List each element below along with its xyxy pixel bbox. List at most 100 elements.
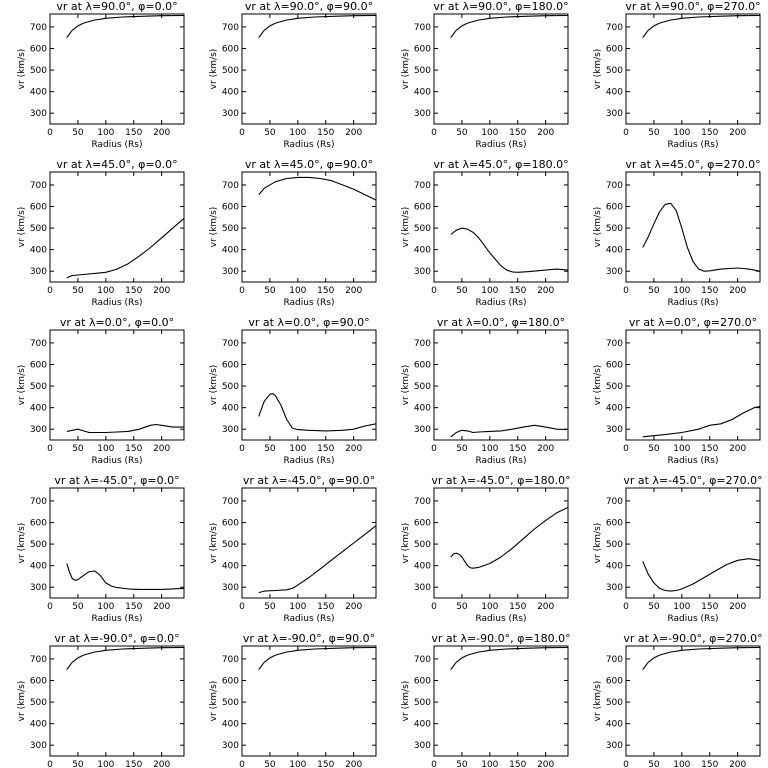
- y-tick-label: 400: [222, 562, 239, 572]
- plot-frame: [625, 171, 761, 283]
- panel-title: vr at λ=90.0°, φ=0.0°: [56, 0, 177, 13]
- y-tick-label: 700: [30, 181, 47, 191]
- x-axis-label: Radius (Rs): [475, 140, 526, 150]
- y-tick-label: 500: [414, 382, 431, 392]
- y-tick-label: 500: [222, 66, 239, 76]
- panel: vr at λ=90.0°, φ=0.0° 0 50 100 150 200 300 400 5…: [17, 0, 185, 150]
- x-tick-label: 200: [345, 444, 362, 454]
- x-tick-label: 100: [481, 602, 498, 612]
- y-tick-label: 600: [222, 203, 239, 213]
- x-tick-label: 200: [345, 760, 362, 768]
- x-tick-label: 200: [729, 286, 746, 296]
- x-axis-label: Radius (Rs): [91, 298, 142, 308]
- x-tick-label: 100: [673, 602, 690, 612]
- x-tick-label: 200: [153, 128, 170, 138]
- x-tick-label: 100: [289, 286, 306, 296]
- y-axis-label: vr (km/s): [401, 365, 411, 406]
- series-line: [642, 14, 761, 39]
- y-tick-label: 600: [222, 519, 239, 529]
- x-tick-label: 0: [47, 444, 53, 454]
- x-axis-label: Radius (Rs): [475, 298, 526, 308]
- y-tick-label: 300: [30, 741, 47, 751]
- plot-frame: [433, 487, 569, 599]
- y-tick-label: 500: [222, 224, 239, 234]
- y-tick-label: 700: [606, 497, 623, 507]
- x-tick-label: 150: [509, 602, 526, 612]
- y-tick-label: 600: [30, 45, 47, 55]
- x-tick-label: 50: [456, 760, 468, 768]
- panel-title: vr at λ=-90.0°, φ=90.0°: [243, 632, 375, 645]
- y-tick-label: 300: [222, 741, 239, 751]
- y-tick-label: 600: [414, 203, 431, 213]
- plot-frame: [241, 645, 377, 757]
- x-tick-label: 150: [509, 286, 526, 296]
- series-line: [66, 14, 185, 39]
- x-tick-label: 200: [153, 602, 170, 612]
- y-tick-label: 600: [30, 203, 47, 213]
- y-tick-label: 700: [222, 181, 239, 191]
- plot-frame: [49, 487, 185, 599]
- y-tick-label: 400: [606, 562, 623, 572]
- y-tick-label: 700: [414, 23, 431, 33]
- x-tick-label: 0: [47, 286, 53, 296]
- y-tick-label: 600: [30, 677, 47, 687]
- x-tick-label: 200: [729, 444, 746, 454]
- series-line: [450, 424, 569, 438]
- x-tick-label: 0: [623, 760, 629, 768]
- y-tick-label: 600: [606, 361, 623, 371]
- y-tick-label: 600: [606, 519, 623, 529]
- x-tick-label: 0: [431, 444, 437, 454]
- x-tick-label: 100: [97, 286, 114, 296]
- plot-frame: [49, 13, 185, 125]
- y-tick-label: 600: [222, 361, 239, 371]
- x-tick-label: 50: [456, 128, 468, 138]
- x-tick-label: 150: [701, 760, 718, 768]
- x-tick-label: 50: [648, 444, 660, 454]
- x-tick-label: 100: [481, 128, 498, 138]
- panel-title: vr at λ=-45.0°, φ=90.0°: [243, 474, 375, 487]
- series-line: [642, 406, 761, 438]
- y-tick-label: 500: [606, 698, 623, 708]
- series-line: [66, 563, 185, 590]
- series-line: [258, 176, 377, 201]
- panel: vr at λ=-45.0°, φ=270.0° 0 50 100 150 200 300 4…: [593, 474, 763, 624]
- x-tick-label: 100: [97, 760, 114, 768]
- x-tick-label: 150: [701, 602, 718, 612]
- y-tick-label: 600: [606, 203, 623, 213]
- x-axis-label: Radius (Rs): [475, 614, 526, 624]
- series-line: [66, 646, 185, 671]
- panel-title: vr at λ=45.0°, φ=180.0°: [433, 158, 568, 171]
- x-tick-label: 0: [623, 602, 629, 612]
- x-tick-label: 0: [623, 286, 629, 296]
- y-tick-label: 500: [30, 382, 47, 392]
- panel: vr at λ=-45.0°, φ=180.0° 0 50 100 150 200 300 4…: [401, 474, 571, 624]
- y-tick-label: 500: [30, 224, 47, 234]
- series-line: [66, 217, 185, 279]
- y-tick-label: 700: [30, 655, 47, 665]
- x-tick-label: 100: [673, 286, 690, 296]
- x-tick-label: 150: [125, 286, 142, 296]
- x-tick-label: 0: [47, 760, 53, 768]
- y-tick-label: 400: [30, 88, 47, 98]
- y-tick-label: 700: [414, 655, 431, 665]
- series-line: [642, 558, 761, 592]
- series-line: [642, 202, 761, 272]
- x-axis-label: Radius (Rs): [91, 456, 142, 466]
- panel-title: vr at λ=0.0°, φ=180.0°: [437, 316, 565, 329]
- y-tick-label: 600: [222, 677, 239, 687]
- y-axis-label: vr (km/s): [17, 207, 27, 248]
- y-tick-label: 300: [222, 583, 239, 593]
- plot-frame: [433, 13, 569, 125]
- x-tick-label: 50: [456, 286, 468, 296]
- x-axis-label: Radius (Rs): [475, 456, 526, 466]
- panel-title: vr at λ=0.0°, φ=270.0°: [629, 316, 757, 329]
- y-tick-label: 600: [222, 45, 239, 55]
- panel-title: vr at λ=90.0°, φ=270.0°: [625, 0, 760, 13]
- x-tick-label: 150: [125, 128, 142, 138]
- plot-frame: [433, 645, 569, 757]
- x-tick-label: 150: [701, 444, 718, 454]
- x-tick-label: 0: [623, 444, 629, 454]
- x-tick-label: 150: [509, 760, 526, 768]
- y-tick-label: 500: [222, 540, 239, 550]
- x-tick-label: 200: [153, 760, 170, 768]
